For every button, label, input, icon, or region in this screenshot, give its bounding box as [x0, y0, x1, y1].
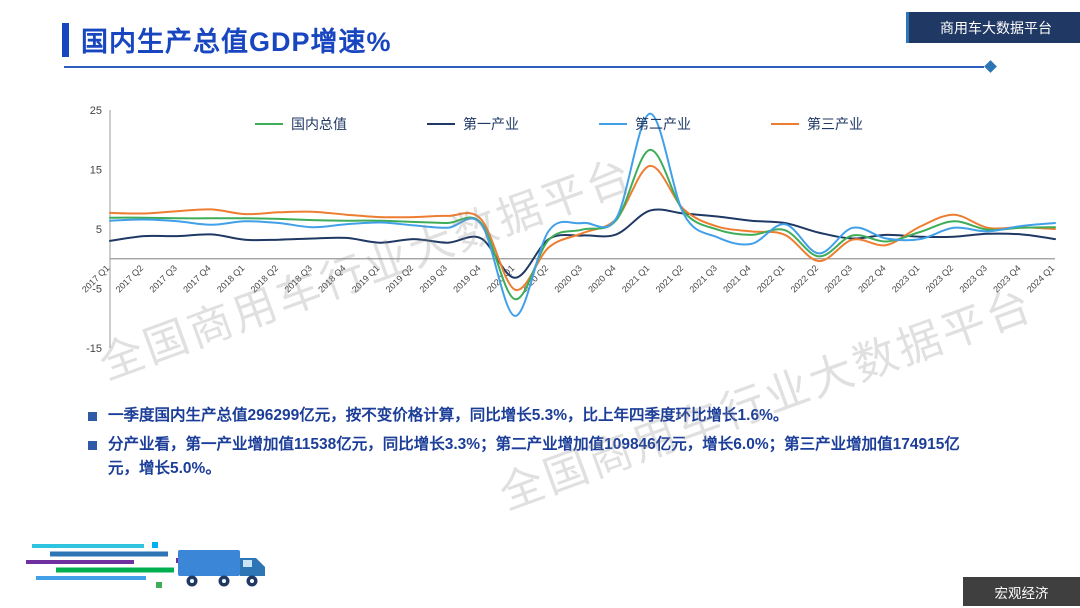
section-badge: 宏观经济 — [963, 577, 1080, 606]
gdp-growth-chart: 国内总值 第一产业 第二产业 第三产业 25 15 5 -5 -15 2017 Q1 2017 Q… — [70, 96, 1070, 406]
bullet-text: 一季度国内生产总值296299亿元，按不变价格计算，同比增长5.3%，比上年四季… — [108, 407, 789, 424]
x-tick-label: 2017 Q2 — [114, 263, 145, 294]
legend-line-icon — [771, 123, 799, 125]
x-tick-label: 2023 Q2 — [924, 263, 955, 294]
list-item: 分产业看，第一产业增加值11538亿元，同比增长3.3%；第二产业增加值1098… — [88, 433, 968, 481]
x-tick-label: 2020 Q4 — [586, 263, 617, 294]
y-tick-label: 15 — [90, 165, 102, 177]
x-tick-label: 2021 Q1 — [620, 263, 651, 294]
legend-item-0: 国内总值 — [255, 114, 347, 134]
chart-legend: 国内总值 第一产业 第二产业 第三产业 — [255, 114, 863, 134]
bullet-square-icon — [88, 441, 97, 451]
y-tick-label: -15 — [86, 343, 102, 355]
bullet-list: 一季度国内生产总值296299亿元，按不变价格计算，同比增长5.3%，比上年四季… — [88, 404, 968, 486]
title-accent-bar — [62, 22, 69, 57]
x-tick-label: 2023 Q1 — [890, 263, 921, 294]
legend-label: 第三产业 — [807, 116, 863, 132]
x-tick-label: 2020 Q3 — [552, 263, 583, 294]
legend-item-2: 第二产业 — [599, 114, 691, 134]
x-tick-label: 2021 Q4 — [721, 263, 752, 294]
x-tick-label: 2022 Q1 — [755, 263, 786, 294]
legend-line-icon — [599, 123, 627, 125]
legend-label: 第一产业 — [463, 116, 519, 132]
x-tick-label: 2022 Q4 — [856, 263, 887, 294]
series-line-0 — [109, 148, 1056, 301]
legend-line-icon — [427, 123, 455, 125]
series-line-2 — [109, 112, 1056, 317]
x-tick-label: 2022 Q2 — [789, 263, 820, 294]
legend-item-3: 第三产业 — [771, 114, 863, 134]
legend-label: 第二产业 — [635, 116, 691, 132]
divider-diamond-icon — [984, 60, 997, 73]
truck-graphic — [26, 536, 276, 601]
x-tick-label: 2020 Q1 — [485, 263, 516, 294]
y-tick-label: -5 — [92, 284, 102, 296]
x-tick-label: 2018 Q3 — [282, 263, 313, 294]
legend-label: 国内总值 — [291, 116, 347, 132]
x-tick-label: 2021 Q2 — [654, 263, 685, 294]
y-tick-label: 25 — [90, 105, 102, 117]
x-tick-label: 2017 Q4 — [181, 263, 212, 294]
title-divider — [64, 66, 984, 68]
speed-lines-icon — [26, 542, 181, 588]
x-tick-label: 2022 Q3 — [822, 263, 853, 294]
x-tick-label: 2018 Q4 — [316, 263, 347, 294]
legend-line-icon — [255, 123, 283, 125]
x-tick-label: 2019 Q4 — [451, 263, 482, 294]
series-line-3 — [109, 164, 1056, 291]
bullet-text: 分产业看，第一产业增加值11538亿元，同比增长3.3%；第二产业增加值1098… — [108, 436, 960, 478]
x-tick-label: 2023 Q4 — [991, 263, 1022, 294]
truck-icon — [178, 550, 265, 587]
x-tick-label: 2018 Q1 — [215, 263, 246, 294]
page-title: 国内生产总值GDP增速% — [81, 27, 392, 57]
x-tick-label: 2018 Q2 — [249, 263, 280, 294]
list-item: 一季度国内生产总值296299亿元，按不变价格计算，同比增长5.3%，比上年四季… — [88, 404, 968, 428]
x-tick-label: 2021 Q3 — [687, 263, 718, 294]
y-tick-label: 5 — [96, 224, 102, 236]
x-tick-label: 2019 Q2 — [384, 263, 415, 294]
series-line-1 — [109, 208, 1056, 279]
title-block: 国内生产总值GDP增速% — [62, 20, 392, 59]
x-tick-label: 2023 Q3 — [957, 263, 988, 294]
bullet-square-icon — [88, 412, 97, 421]
platform-badge: 商用车大数据平台 — [906, 12, 1080, 43]
x-tick-label: 2017 Q3 — [147, 263, 178, 294]
legend-item-1: 第一产业 — [427, 114, 519, 134]
x-tick-label: 2019 Q3 — [417, 263, 448, 294]
x-tick-label: 2024 Q1 — [1025, 263, 1056, 294]
x-tick-label: 2019 Q1 — [350, 263, 381, 294]
